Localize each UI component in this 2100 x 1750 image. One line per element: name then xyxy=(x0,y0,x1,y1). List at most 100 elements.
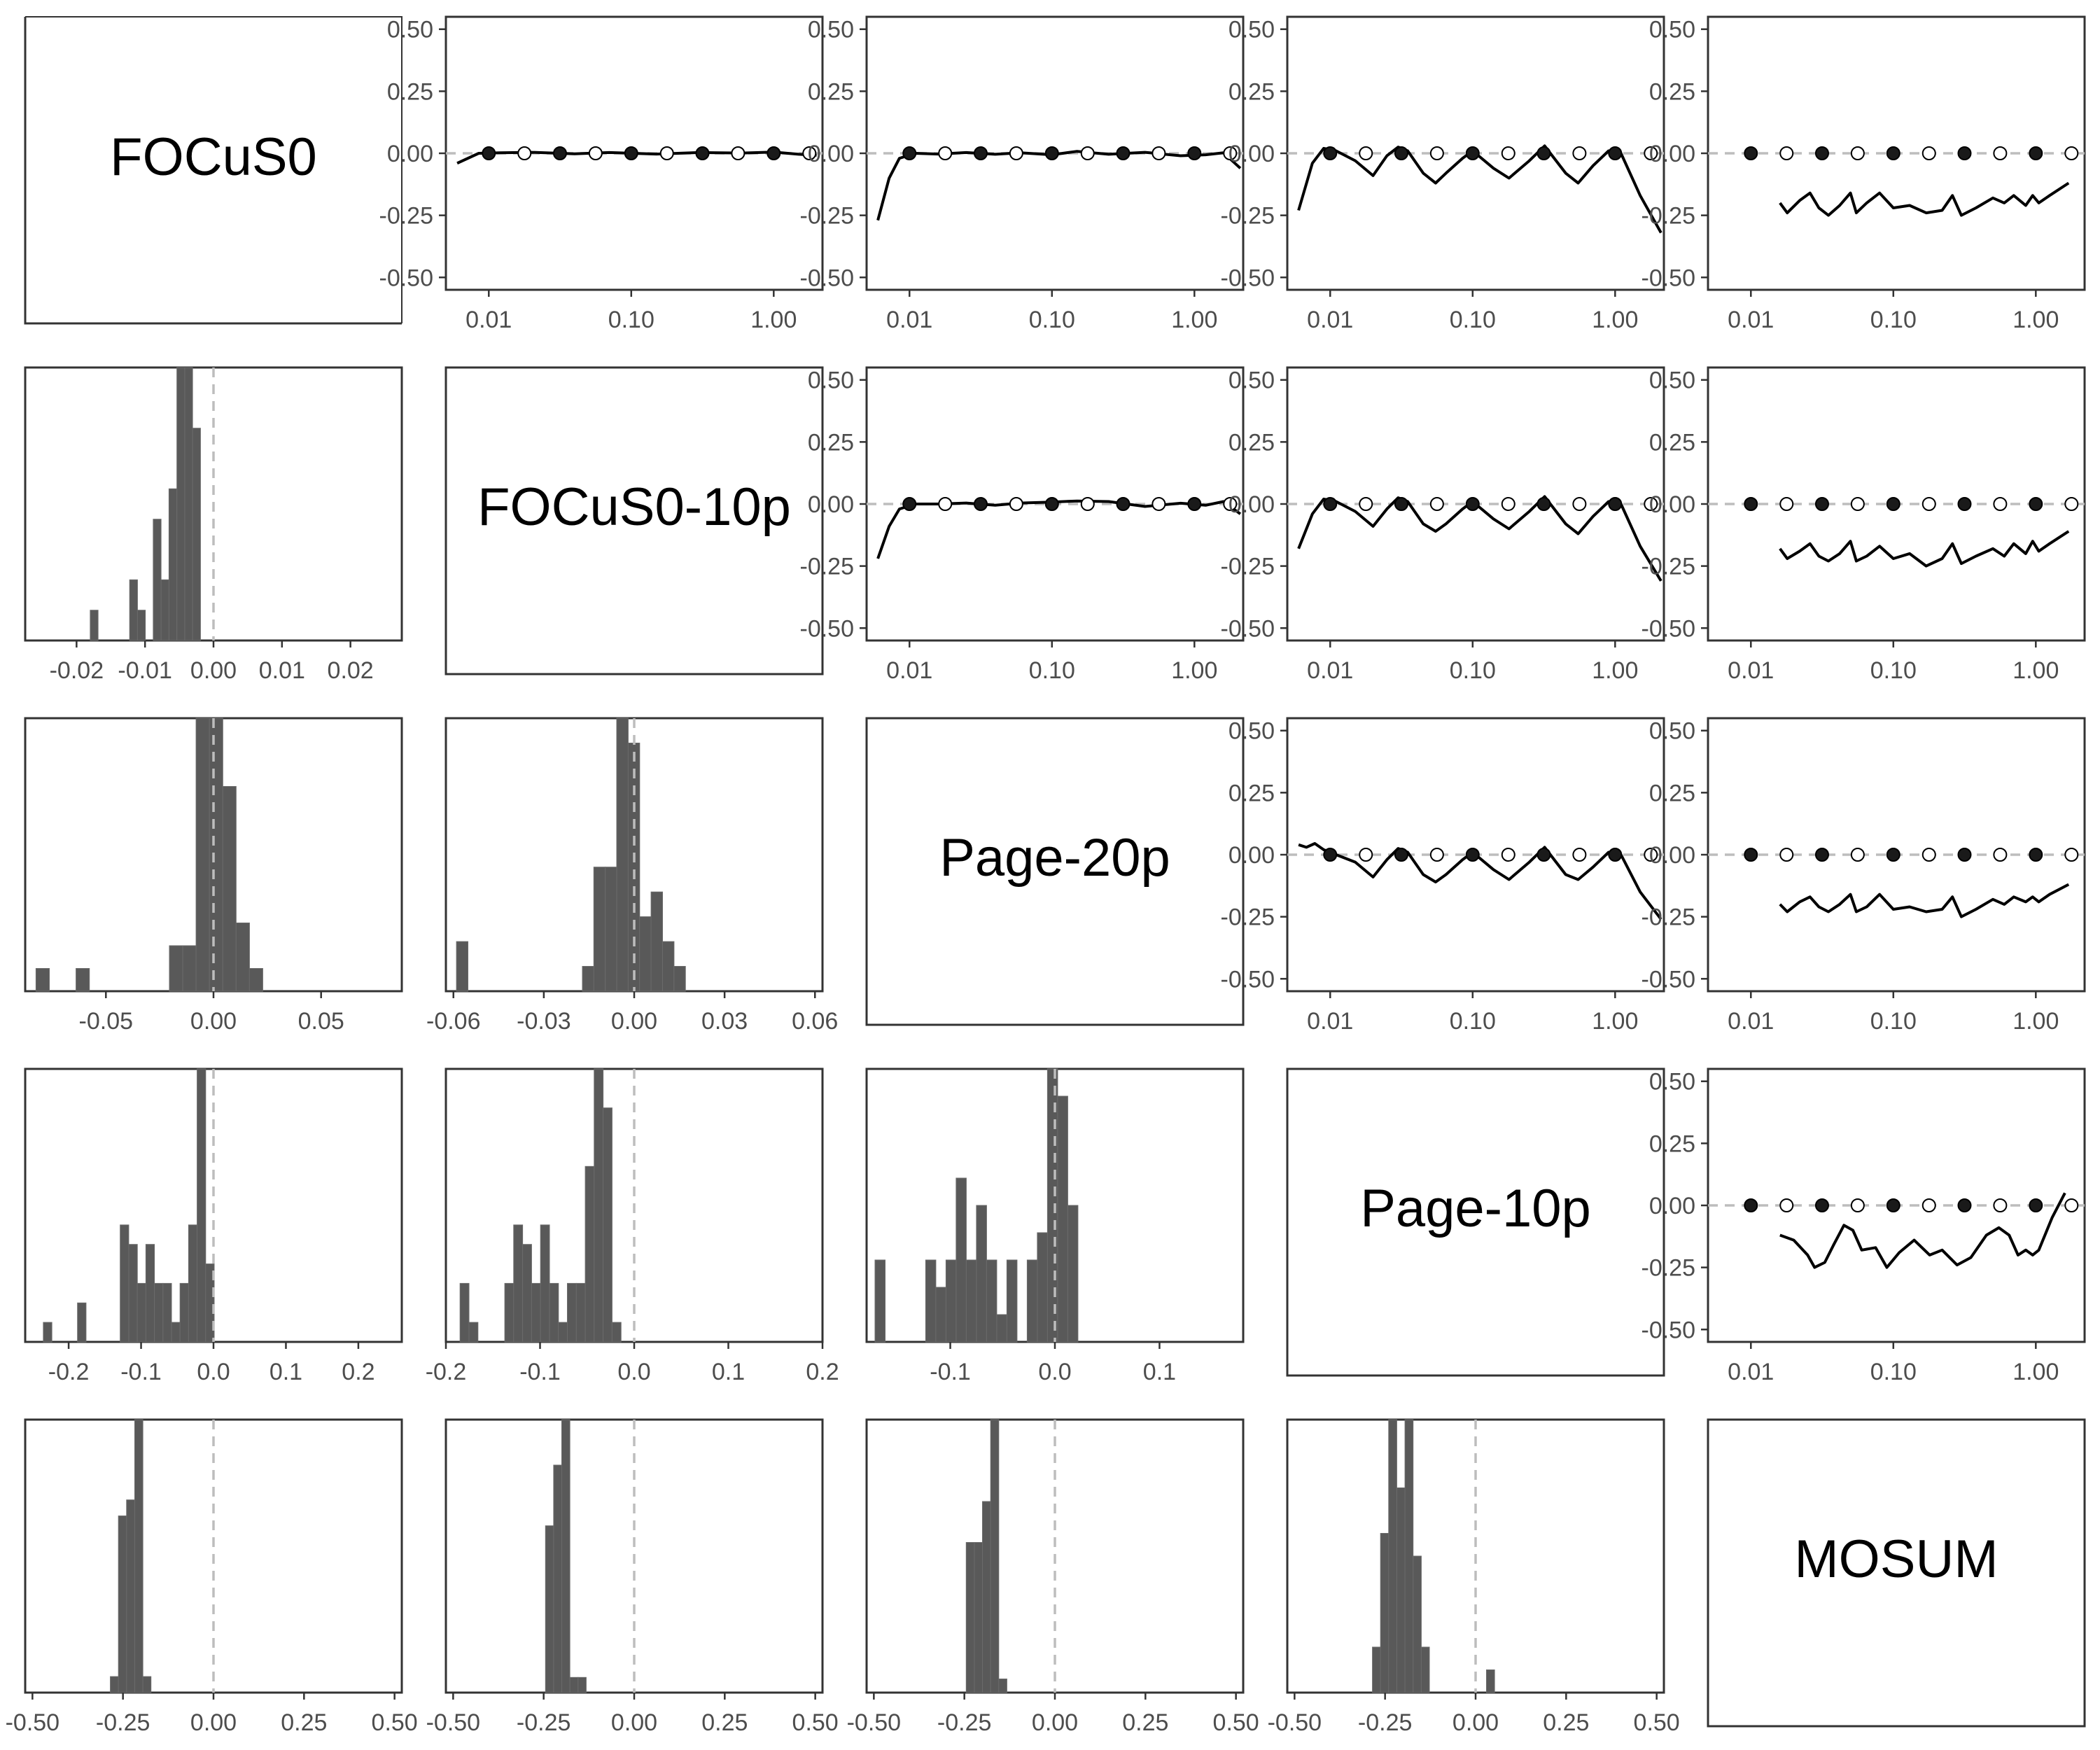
histogram-bar xyxy=(1388,1419,1397,1693)
x-tick-label: -0.2 xyxy=(48,1359,90,1385)
x-tick-label: 1.00 xyxy=(1171,657,1217,684)
histogram-bar xyxy=(134,1419,144,1693)
y-tick-label: 0.25 xyxy=(1649,78,1695,105)
line-panel-0-3: 0.50 0.25 0.00 -0.25 -0.50 0.01 0.10 1.00 xyxy=(1221,15,1665,333)
y-tick-label: 0.00 xyxy=(1649,491,1695,518)
y-tick-label: 0.25 xyxy=(808,429,854,456)
x-tick-label: 0.01 xyxy=(1728,1359,1774,1385)
reference-point xyxy=(552,146,567,160)
y-tick-label: -0.25 xyxy=(800,554,855,580)
line-panel-0-1: 0.50 0.25 0.00 -0.25 -0.50 0.01 0.10 1.00 xyxy=(379,15,824,333)
histogram-bar xyxy=(43,1322,52,1343)
histogram-bar xyxy=(561,1419,570,1693)
reference-point xyxy=(1957,497,1972,511)
line-panel-2-4: 0.50 0.25 0.00 -0.25 -0.50 0.01 0.10 1.00 xyxy=(1642,717,2086,1035)
histogram-bar xyxy=(553,1464,563,1693)
histogram-bar xyxy=(673,966,686,992)
histogram-bar xyxy=(184,367,193,641)
y-tick-label: 0.00 xyxy=(1228,491,1275,518)
x-tick-label: 0.01 xyxy=(1307,1008,1353,1035)
histogram-bar xyxy=(136,1282,146,1343)
panel-frame xyxy=(24,366,403,642)
histogram-bar xyxy=(76,968,90,992)
histogram-bar xyxy=(205,1264,215,1343)
x-tick-label: 0.03 xyxy=(701,1008,748,1035)
histogram-bar xyxy=(935,1287,946,1343)
y-tick-label: 0.00 xyxy=(808,141,854,167)
x-tick-label: 0.01 xyxy=(259,657,305,684)
reference-point xyxy=(1921,497,1936,511)
histogram-bar xyxy=(582,966,594,992)
x-tick-label: 0.00 xyxy=(190,1008,237,1035)
reference-point xyxy=(1187,497,1202,511)
reference-point xyxy=(2029,848,2043,862)
histogram-bar xyxy=(650,891,663,992)
y-tick-label: 0.00 xyxy=(1649,141,1695,167)
reference-point xyxy=(1323,146,1338,160)
x-tick-label: 0.10 xyxy=(1029,307,1075,333)
y-tick-label: 0.00 xyxy=(387,141,433,167)
difference-line xyxy=(1297,495,1662,582)
histogram-bar xyxy=(558,1322,568,1343)
histogram-bar xyxy=(169,945,183,992)
x-tick-label: 0.10 xyxy=(608,307,654,333)
reference-point xyxy=(1323,848,1338,862)
histogram-bar xyxy=(605,867,617,992)
reference-point xyxy=(973,146,988,160)
histogram-bar xyxy=(209,718,223,992)
x-tick-label: -0.02 xyxy=(50,657,104,684)
reference-point xyxy=(902,146,917,160)
y-tick-label: 0.25 xyxy=(1228,780,1275,806)
histogram-bar xyxy=(1067,1205,1079,1343)
histogram-bar xyxy=(874,1259,886,1343)
panel-frame xyxy=(1286,15,1665,291)
reference-point xyxy=(1644,848,1658,862)
reference-point xyxy=(1501,146,1516,160)
x-tick-label: 0.00 xyxy=(1452,1709,1499,1736)
reference-point xyxy=(1608,497,1623,511)
diagonal-panel-page-10p: Page-10p xyxy=(1286,1068,1665,1377)
histogram-bar xyxy=(192,428,201,641)
y-tick-label: -0.50 xyxy=(800,615,855,642)
x-tick-label: 1.00 xyxy=(1592,307,1638,333)
y-tick-label: 0.50 xyxy=(1228,718,1275,745)
histogram-bar xyxy=(142,1676,152,1693)
reference-point xyxy=(1429,146,1444,160)
reference-point xyxy=(2064,1198,2079,1212)
x-tick-label: 0.0 xyxy=(197,1359,230,1385)
x-tick-label: 0.02 xyxy=(328,657,374,684)
reference-point xyxy=(1465,497,1480,511)
reference-point xyxy=(1501,848,1516,862)
line-panel-0-4: 0.50 0.25 0.00 -0.25 -0.50 0.01 0.10 1.00 xyxy=(1642,15,2086,333)
histogram-bar xyxy=(974,1542,983,1693)
histogram-bar xyxy=(1026,1259,1038,1343)
histogram-bar xyxy=(611,1322,622,1343)
x-tick-label: -0.03 xyxy=(517,1008,571,1035)
method-label-page-10p: Page-10p xyxy=(1360,1179,1591,1238)
histogram-bar xyxy=(584,1166,595,1343)
histogram-bar xyxy=(162,1282,172,1343)
panel-frame xyxy=(24,1068,403,1343)
y-tick-label: 0.25 xyxy=(1649,1130,1695,1157)
histogram-bar xyxy=(1372,1646,1381,1693)
reference-point xyxy=(938,497,953,511)
reference-point xyxy=(1323,497,1338,511)
x-tick-label: 0.01 xyxy=(1307,307,1353,333)
reference-point xyxy=(2064,497,2079,511)
reference-point xyxy=(1465,146,1480,160)
histogram-panel-2-0: -0.05 0.00 0.05 xyxy=(24,717,403,1035)
y-tick-label: -0.50 xyxy=(1221,265,1275,291)
x-tick-label: 0.10 xyxy=(1450,657,1496,684)
histogram-bar xyxy=(456,941,468,992)
histogram-bar xyxy=(998,1679,1007,1693)
reference-point xyxy=(1223,497,1238,511)
x-tick-label: 0.50 xyxy=(792,1709,839,1736)
reference-point xyxy=(1080,146,1095,160)
reference-point xyxy=(1394,497,1408,511)
y-tick-label: -0.25 xyxy=(800,203,855,230)
reference-point xyxy=(1359,848,1373,862)
histogram-bar xyxy=(90,610,99,641)
histogram-bar xyxy=(110,1676,119,1693)
y-tick-label: -0.25 xyxy=(1642,203,1696,230)
difference-line xyxy=(1298,842,1662,920)
